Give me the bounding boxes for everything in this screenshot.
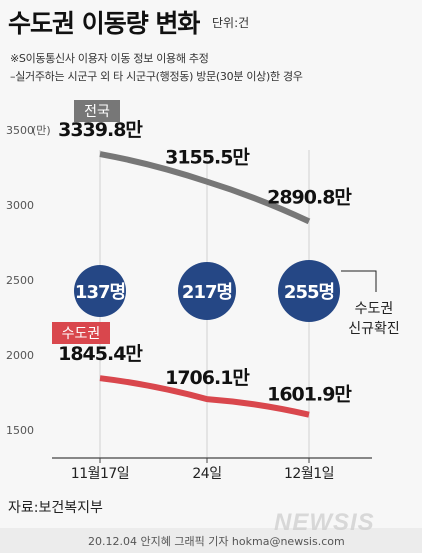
x-tick-label-0: 11월17일	[71, 466, 129, 482]
y-tick-label-2: 2500	[6, 274, 34, 287]
x-tick-label-1: 24일	[192, 466, 221, 482]
case-label-1: 217명	[182, 282, 232, 303]
note-line-2: –실거주하는 시군구 외 타 시군구(행정동) 방문(30분 이상)한 경우	[10, 70, 303, 83]
case-label-2: 255명	[284, 282, 334, 303]
footer-bar	[0, 528, 422, 553]
newsis-logo: NEWSIS	[274, 509, 375, 536]
credit-line: 20.12.04 안지혜 그래픽 기자 hokma@newsis.com	[88, 535, 345, 548]
case-label-0: 137명	[75, 282, 125, 303]
line-chart: 1500 2000 2500 3000 3500(만) 11월17일 24일 12월1일 333…	[6, 100, 400, 482]
note-line-1: ※S이동통신사 이용자 이동 정보 이용해 추정	[10, 52, 209, 65]
value-label-0-2: 2890.8만	[267, 186, 352, 208]
y-tick-label-0: 1500	[6, 424, 34, 437]
x-tick-label-2: 12월1일	[284, 466, 334, 482]
value-label-1-0: 1845.4만	[58, 343, 143, 365]
case-legend-line-1: 수도권	[355, 301, 394, 317]
series-line-0	[99, 151, 311, 225]
case-circle-2	[278, 260, 340, 322]
y-tick-label-4: 3500	[6, 124, 34, 137]
value-label-1-1: 1706.1만	[165, 367, 250, 389]
source-label: 자료:보건복지부	[8, 500, 103, 516]
value-label-0-1: 3155.5만	[165, 147, 250, 169]
series-tag-label-1: 수도권	[62, 326, 101, 342]
case-circle-0	[74, 265, 126, 317]
series-tag-bg-1	[52, 322, 110, 344]
value-label-0-0: 3339.8만	[58, 119, 143, 141]
series-line-1	[99, 375, 310, 418]
series-tag-label-0: 전국	[84, 104, 110, 120]
case-circle-1	[178, 262, 236, 320]
case-legend-connector	[341, 270, 377, 292]
case-legend-line-2: 신규확진	[348, 321, 400, 337]
series-tag-bg-0	[74, 100, 120, 122]
y-tick-label-3: 3000	[6, 199, 34, 212]
y-tick-label-1: 2000	[6, 349, 34, 362]
unit-label: 단위:건	[212, 16, 250, 30]
page-title: 수도권 이동량 변화	[8, 9, 200, 38]
y-unit-label: (만)	[32, 124, 51, 137]
value-label-1-2: 1601.9만	[267, 384, 352, 406]
